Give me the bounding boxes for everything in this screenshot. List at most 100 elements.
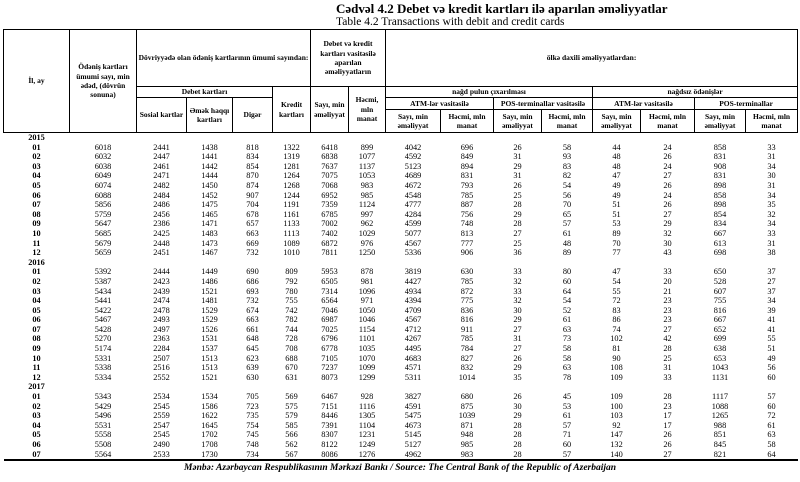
value-cell: 1319 xyxy=(283,152,300,162)
value-cell: 23 xyxy=(663,296,672,306)
value-cell: 28 xyxy=(663,392,672,402)
month-cell: 04 xyxy=(32,296,41,306)
value-cell: 2552 xyxy=(153,372,170,382)
header-total-cards: Ödəniş kartları ümumi sayı, min ədəd, (d… xyxy=(69,29,137,133)
value-cell: 32 xyxy=(767,209,776,219)
month-cell: 06 xyxy=(32,440,41,449)
value-cell: 5647 xyxy=(94,219,112,229)
value-cell: 24 xyxy=(663,190,672,200)
data-row: 04 5441 2474 1481 732 755 6564 971 4394 775 32 54 72… xyxy=(4,296,798,306)
header-other-cards: Digər xyxy=(232,97,273,133)
value-cell: 34 xyxy=(767,161,776,171)
value-cell: 34 xyxy=(767,296,776,306)
value-cell: 28 xyxy=(513,420,522,430)
value-cell: 8446 xyxy=(321,411,338,421)
value-cell: 723 xyxy=(246,401,259,411)
value-cell: 652 xyxy=(713,324,727,334)
value-cell: 26 xyxy=(663,180,672,190)
value-cell: 64 xyxy=(562,286,572,296)
value-cell: 5508 xyxy=(94,440,112,449)
value-cell: 51 xyxy=(612,209,621,219)
value-cell: 988 xyxy=(713,420,727,430)
value-cell: 4934 xyxy=(404,286,422,296)
value-cell: 63 xyxy=(562,324,572,334)
value-cell: 4495 xyxy=(404,344,422,354)
value-cell: 60 xyxy=(767,372,776,382)
value-cell: 27 xyxy=(513,228,522,238)
value-cell: 26 xyxy=(663,440,672,449)
value-cell: 981 xyxy=(360,276,374,286)
value-cell: 809 xyxy=(285,267,298,277)
value-cell: 562 xyxy=(285,440,298,449)
year-row-filler xyxy=(70,258,798,268)
value-cell: 1113 xyxy=(283,228,300,238)
value-cell: 1231 xyxy=(358,430,376,440)
data-row: 01 5392 2444 1449 690 809 5953 878 3819 630 33 80 47… xyxy=(4,267,798,277)
value-cell: 37 xyxy=(767,286,776,296)
value-cell: 735 xyxy=(246,411,259,421)
value-cell: 26 xyxy=(663,200,672,210)
value-cell: 33 xyxy=(513,286,522,296)
value-cell: 732 xyxy=(246,248,259,258)
value-cell: 6074 xyxy=(94,180,112,190)
value-cell: 63 xyxy=(562,363,572,373)
month-cell: 06 xyxy=(32,190,41,200)
value-cell: 1529 xyxy=(201,305,218,315)
data-row: 09 5647 2386 1471 657 1133 7002 962 4599 748 28 57 5… xyxy=(4,219,798,229)
value-cell: 4571 xyxy=(404,363,422,373)
value-cell: 33 xyxy=(767,228,776,238)
value-cell: 1161 xyxy=(283,209,300,219)
header-volume-1: Həcmi, mln manat xyxy=(440,109,495,133)
value-cell: 31 xyxy=(513,152,522,162)
value-cell: 7046 xyxy=(321,305,338,315)
value-cell: 858 xyxy=(713,190,727,200)
value-cell: 1452 xyxy=(201,190,218,200)
data-row: 02 5387 2423 1486 686 792 6505 981 4427 785 32 60 54… xyxy=(4,277,798,287)
value-cell: 31 xyxy=(513,171,522,181)
value-cell: 948 xyxy=(460,430,474,440)
value-cell: 54 xyxy=(562,296,572,306)
value-cell: 29 xyxy=(513,161,522,171)
value-cell: 657 xyxy=(246,219,259,229)
value-cell: 6952 xyxy=(321,190,338,200)
value-cell: 1265 xyxy=(711,411,729,421)
value-cell: 102 xyxy=(610,334,623,344)
value-cell: 708 xyxy=(285,344,298,354)
value-cell: 5338 xyxy=(94,363,112,373)
value-cell: 874 xyxy=(246,180,259,190)
value-cell: 623 xyxy=(246,353,259,363)
value-cell: 26 xyxy=(663,430,672,440)
year-cell: 2015 xyxy=(28,133,45,142)
header-cash-via-pos: POS-terminallar vasitəsilə xyxy=(493,97,594,110)
value-cell: 61 xyxy=(562,315,572,325)
value-cell: 834 xyxy=(713,219,727,229)
value-cell: 1438 xyxy=(201,142,218,152)
value-cell: 48 xyxy=(562,238,572,248)
value-cell: 832 xyxy=(460,363,474,373)
header-social-cards: Sosial kartlar xyxy=(136,97,187,133)
value-cell: 1096 xyxy=(358,286,376,296)
value-cell: 132 xyxy=(610,440,623,449)
value-cell: 27 xyxy=(663,209,672,219)
value-cell: 58 xyxy=(562,142,572,152)
value-cell: 528 xyxy=(713,276,727,286)
value-cell: 4427 xyxy=(404,276,422,286)
value-cell: 742 xyxy=(285,305,298,315)
value-cell: 1521 xyxy=(201,372,218,382)
value-cell: 631 xyxy=(285,372,298,382)
month-cell: 05 xyxy=(32,180,41,190)
value-cell: 2497 xyxy=(153,324,170,334)
year-row: 2017 xyxy=(4,382,798,392)
value-cell: 1133 xyxy=(283,219,300,229)
value-cell: 630 xyxy=(460,267,474,277)
value-cell: 6564 xyxy=(321,296,338,306)
value-cell: 70 xyxy=(562,200,572,210)
value-cell: 854 xyxy=(713,209,727,219)
data-row: 05 5558 2545 1702 745 566 8307 1231 5145 948 28 71 1… xyxy=(4,430,798,440)
value-cell: 1117 xyxy=(712,392,728,402)
value-cell: 63 xyxy=(767,430,776,440)
value-cell: 7105 xyxy=(321,353,338,363)
value-cell: 1450 xyxy=(201,180,218,190)
value-cell: 4683 xyxy=(404,353,422,363)
value-cell: 23 xyxy=(663,305,672,315)
